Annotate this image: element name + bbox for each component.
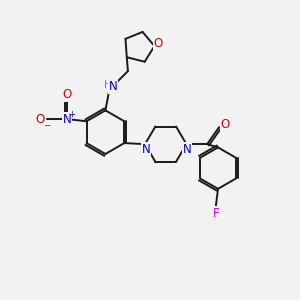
Text: O: O — [62, 88, 71, 101]
Text: O: O — [36, 112, 45, 126]
Text: N: N — [183, 142, 192, 156]
Text: O: O — [154, 37, 163, 50]
Text: N: N — [109, 80, 118, 93]
Text: H: H — [103, 80, 111, 90]
Text: O: O — [220, 118, 230, 131]
Text: N: N — [62, 112, 71, 126]
Text: −: − — [43, 121, 50, 130]
Text: N: N — [142, 142, 150, 156]
Text: +: + — [68, 110, 75, 118]
Text: F: F — [212, 207, 219, 220]
